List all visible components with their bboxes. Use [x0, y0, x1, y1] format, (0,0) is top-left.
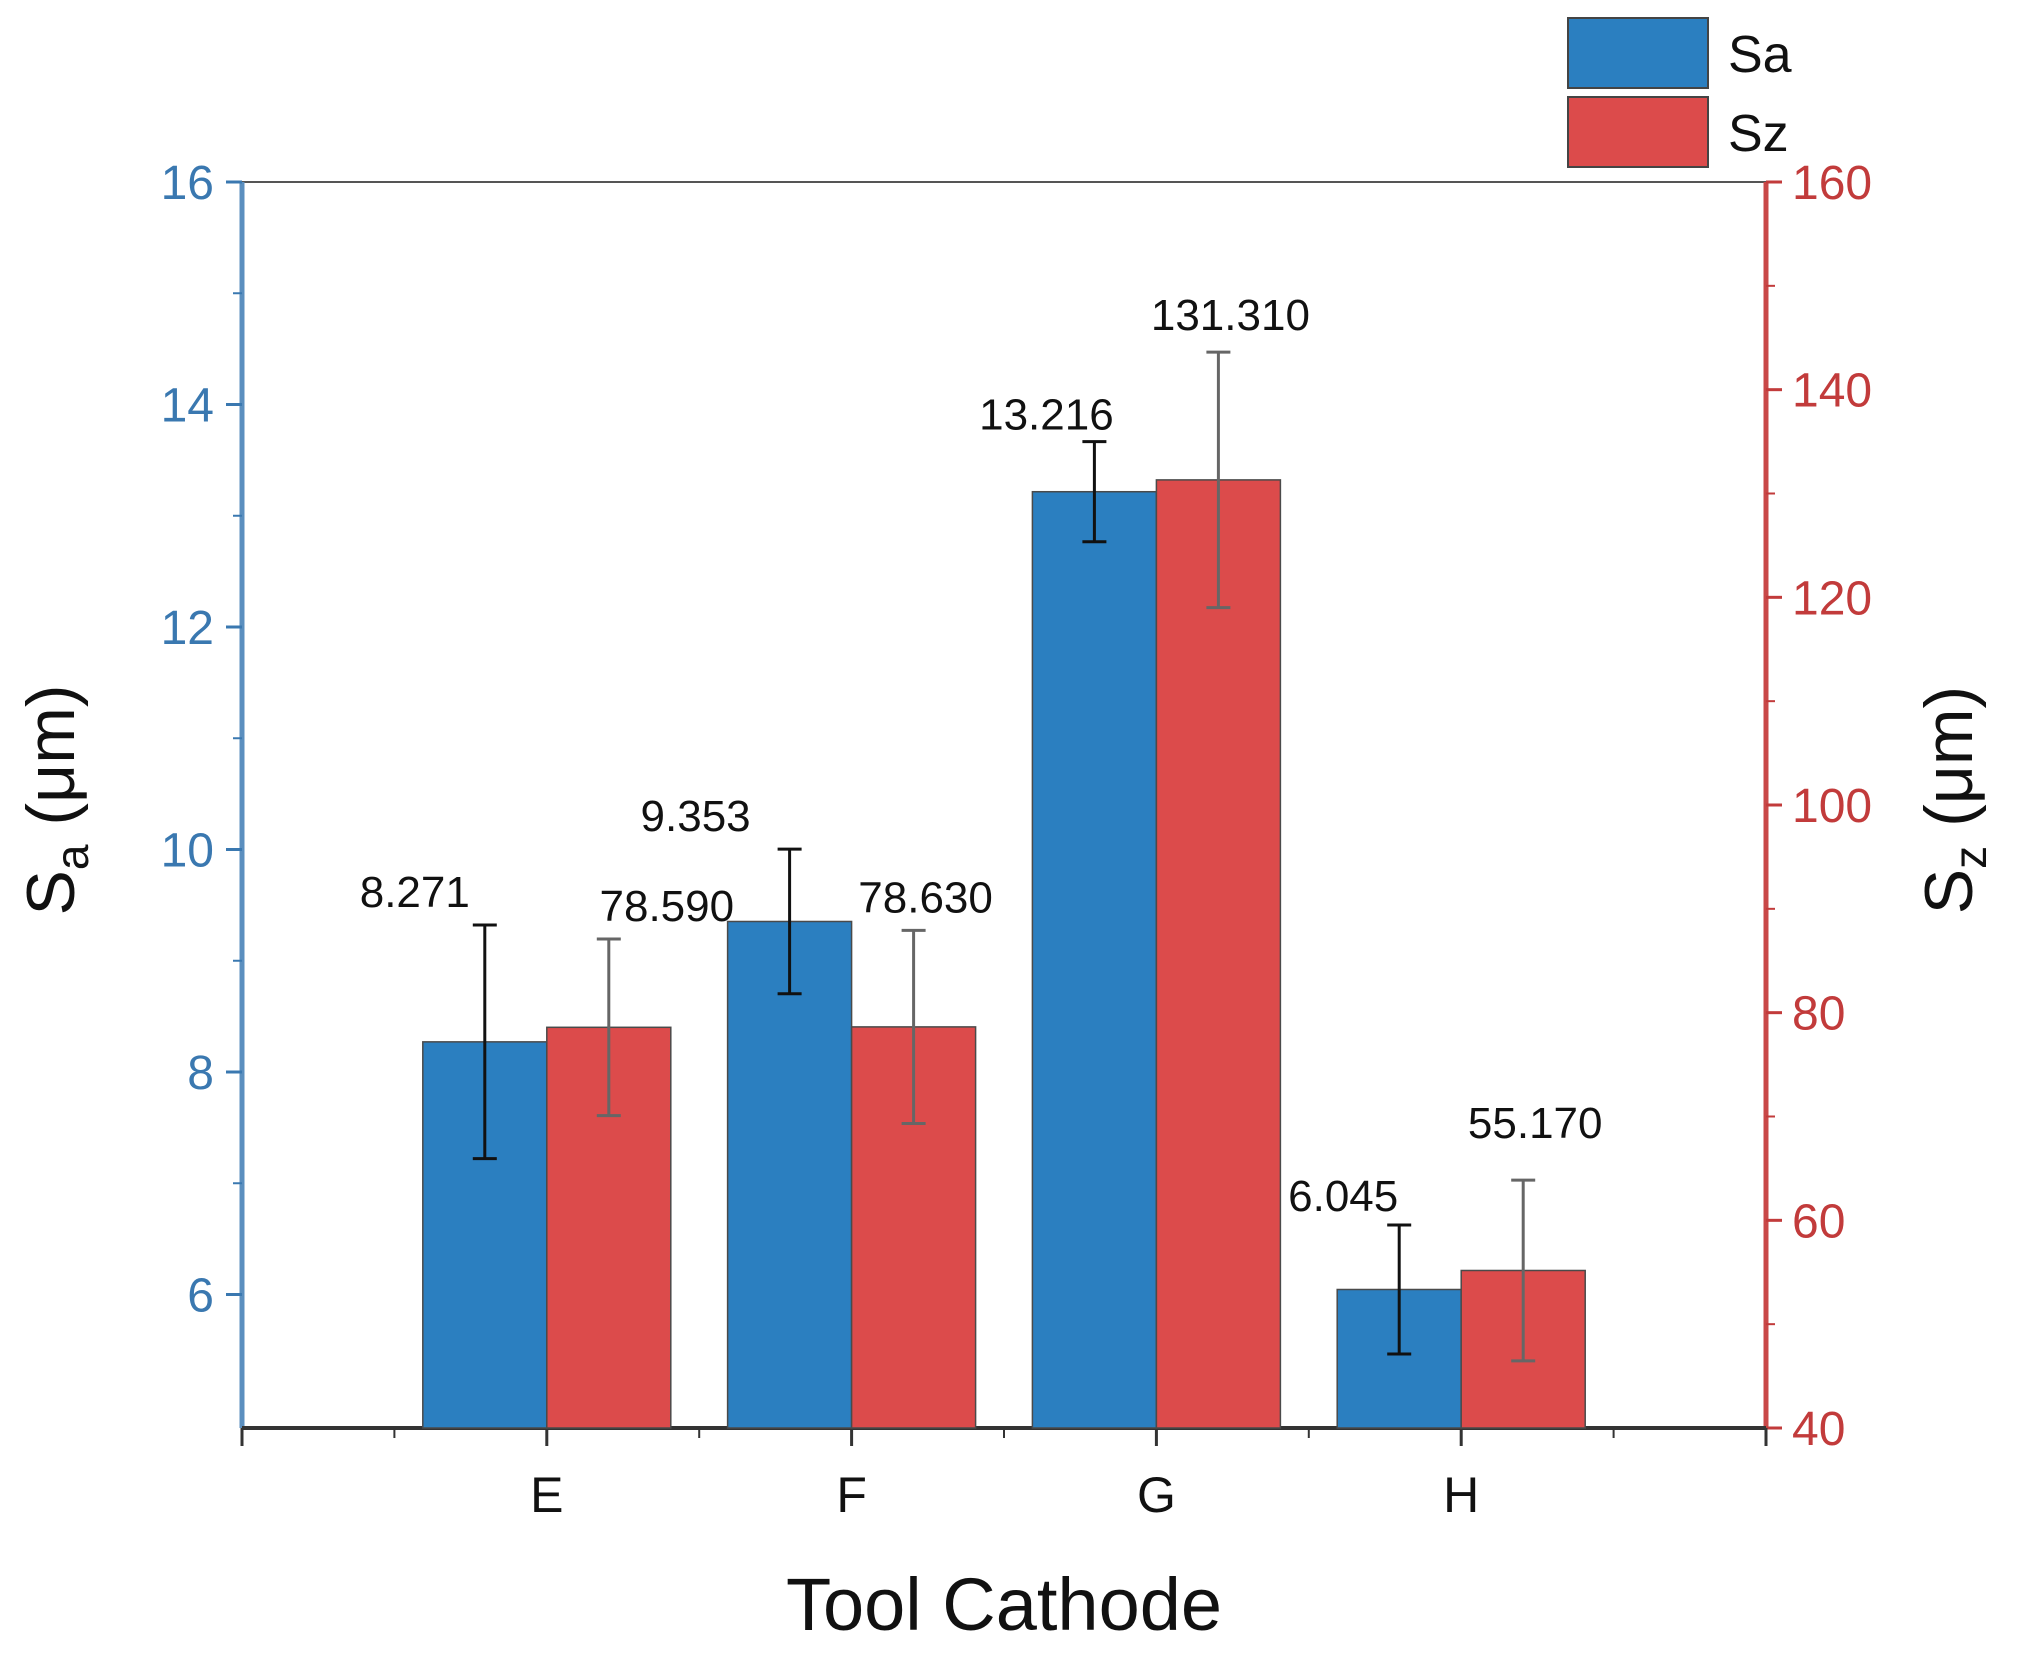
- value-label-sz-F: 78.630: [858, 873, 993, 922]
- left-tick-label-5: 16: [161, 157, 214, 210]
- legend-label-sa: Sa: [1728, 26, 1792, 84]
- value-labels: 8.271 9.353 13.216 6.045 78.590 78.630 131.310…: [360, 291, 1603, 1221]
- right-tick-label-1: 60: [1792, 1195, 1845, 1248]
- bar-sa-G: [1031, 490, 1158, 1429]
- bar-sz-G: [1155, 479, 1282, 1429]
- value-label-sz-E: 78.590: [600, 882, 735, 931]
- legend-swatch-sz: [1567, 96, 1709, 168]
- right-tick-label-4: 120: [1792, 572, 1872, 625]
- bar-sa-F: [726, 920, 853, 1429]
- legend-label-sz: Sz: [1728, 105, 1789, 163]
- error-bars: [472, 350, 1536, 1363]
- right-tick-label-5: 140: [1792, 365, 1872, 418]
- legend-swatch-sa: [1567, 17, 1709, 89]
- bars: [422, 479, 1586, 1429]
- right-axis-ticks: 40 60 80 100 120 140 160: [1766, 157, 1872, 1456]
- left-tick-label-1: 8: [187, 1047, 214, 1100]
- right-tick-label-0: 40: [1792, 1403, 1845, 1456]
- legend: Sa Sz: [1567, 17, 1792, 168]
- x-tick-label-E: E: [530, 1467, 563, 1523]
- left-tick-label-4: 14: [161, 380, 214, 433]
- value-label-sz-G: 131.310: [1151, 291, 1310, 340]
- right-axis-title: Sz (μm): [1911, 686, 1996, 914]
- left-axis-ticks: 6 8 10 12 14 16: [161, 157, 242, 1323]
- left-tick-label-2: 10: [161, 825, 214, 878]
- value-label-sa-F: 9.353: [641, 792, 751, 841]
- value-label-sa-G: 13.216: [979, 391, 1114, 440]
- right-tick-label-3: 100: [1792, 780, 1872, 833]
- left-tick-label-3: 12: [161, 602, 214, 655]
- x-tick-label-F: F: [836, 1467, 867, 1523]
- value-label-sa-H: 6.045: [1288, 1172, 1398, 1221]
- x-axis-ticks: E F G H: [240, 1428, 1768, 1523]
- left-axis-title: Sa (μm): [13, 685, 98, 916]
- value-label-sz-H: 55.170: [1468, 1099, 1603, 1148]
- x-axis-title: Tool Cathode: [786, 1563, 1222, 1646]
- x-tick-label-H: H: [1443, 1467, 1479, 1523]
- right-tick-label-6: 160: [1792, 157, 1872, 210]
- left-tick-label-0: 6: [187, 1270, 214, 1323]
- right-tick-label-2: 80: [1792, 988, 1845, 1041]
- value-label-sa-E: 8.271: [360, 868, 470, 917]
- x-tick-label-G: G: [1137, 1467, 1176, 1523]
